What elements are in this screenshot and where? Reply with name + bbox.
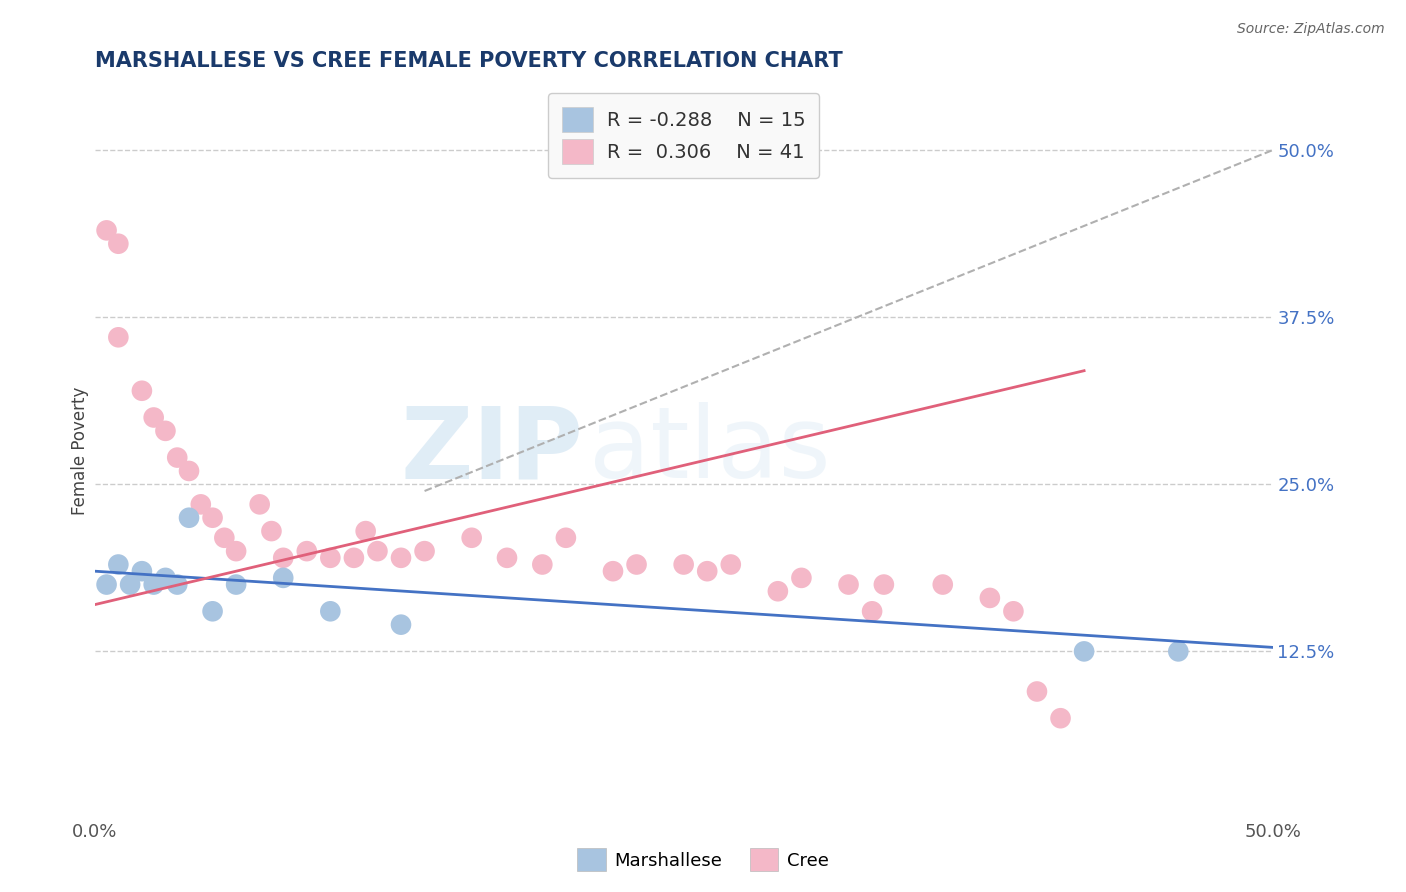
- Point: [319, 550, 342, 565]
- Point: [131, 564, 153, 578]
- Point: [766, 584, 789, 599]
- Point: [96, 577, 118, 591]
- Text: atlas: atlas: [589, 402, 831, 500]
- Point: [554, 531, 576, 545]
- Point: [166, 450, 188, 465]
- Point: [1073, 644, 1095, 658]
- Point: [177, 510, 200, 524]
- Point: [932, 577, 955, 591]
- Point: [271, 571, 294, 585]
- Point: [1167, 644, 1189, 658]
- Point: [366, 544, 388, 558]
- Point: [155, 571, 177, 585]
- Point: [131, 384, 153, 398]
- Point: [460, 531, 482, 545]
- Point: [354, 524, 377, 538]
- Point: [413, 544, 436, 558]
- Point: [201, 604, 224, 618]
- Point: [166, 577, 188, 591]
- Point: [107, 236, 129, 251]
- Legend: Marshallese, Cree: Marshallese, Cree: [569, 841, 837, 879]
- Point: [155, 424, 177, 438]
- Point: [295, 544, 318, 558]
- Point: [96, 223, 118, 237]
- Text: Source: ZipAtlas.com: Source: ZipAtlas.com: [1237, 22, 1385, 37]
- Y-axis label: Female Poverty: Female Poverty: [72, 387, 89, 515]
- Text: MARSHALLESE VS CREE FEMALE POVERTY CORRELATION CHART: MARSHALLESE VS CREE FEMALE POVERTY CORRE…: [94, 51, 842, 70]
- Point: [142, 577, 165, 591]
- Point: [271, 550, 294, 565]
- Point: [343, 550, 366, 565]
- Point: [602, 564, 624, 578]
- Point: [389, 550, 412, 565]
- Point: [873, 577, 896, 591]
- Point: [142, 410, 165, 425]
- Point: [214, 531, 236, 545]
- Point: [249, 497, 271, 511]
- Point: [107, 330, 129, 344]
- Point: [107, 558, 129, 572]
- Point: [790, 571, 813, 585]
- Point: [838, 577, 860, 591]
- Point: [531, 558, 554, 572]
- Point: [389, 617, 412, 632]
- Point: [225, 544, 247, 558]
- Point: [1002, 604, 1025, 618]
- Point: [190, 497, 212, 511]
- Text: ZIP: ZIP: [401, 402, 583, 500]
- Point: [1026, 684, 1049, 698]
- Point: [201, 510, 224, 524]
- Point: [696, 564, 718, 578]
- Point: [225, 577, 247, 591]
- Point: [120, 577, 142, 591]
- Point: [319, 604, 342, 618]
- Point: [260, 524, 283, 538]
- Legend: R = -0.288    N = 15, R =  0.306    N = 41: R = -0.288 N = 15, R = 0.306 N = 41: [548, 93, 818, 178]
- Point: [496, 550, 519, 565]
- Point: [1049, 711, 1071, 725]
- Point: [672, 558, 695, 572]
- Point: [979, 591, 1001, 605]
- Point: [860, 604, 883, 618]
- Point: [177, 464, 200, 478]
- Point: [720, 558, 742, 572]
- Point: [626, 558, 648, 572]
